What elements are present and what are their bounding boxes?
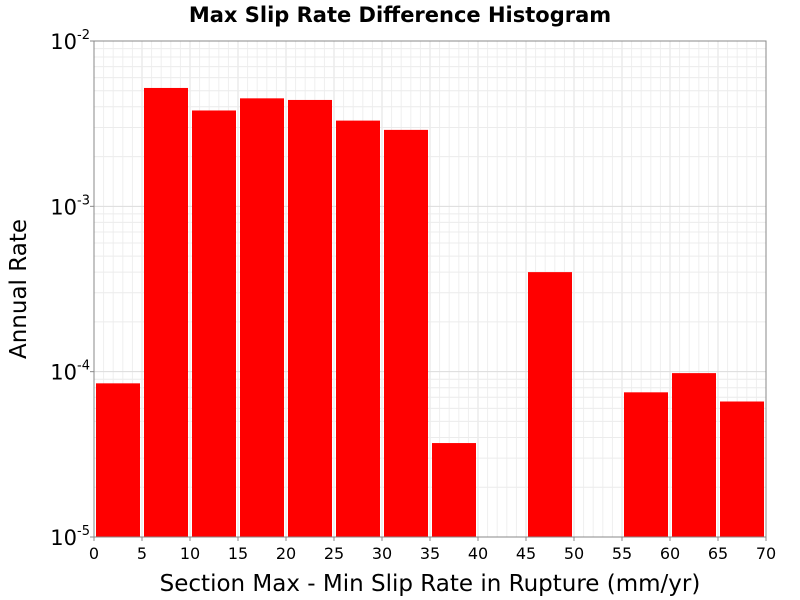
chart-title: Max Slip Rate Difference Histogram — [189, 3, 611, 27]
x-tick-label: 20 — [276, 544, 296, 563]
x-tick-label: 45 — [516, 544, 536, 563]
x-tick-labels: 0 5 10 15 20 25 30 35 40 45 50 55 60 65 70 — [89, 537, 776, 563]
x-tick-label: 0 — [89, 544, 99, 563]
histogram-bar — [528, 272, 572, 537]
x-tick-label: 70 — [756, 544, 776, 563]
x-tick-label: 15 — [228, 544, 248, 563]
x-tick-label: 55 — [612, 544, 632, 563]
x-tick-label: 30 — [372, 544, 392, 563]
y-tick-label: 10-3 — [50, 193, 90, 219]
histogram-bar — [624, 392, 668, 537]
x-tick-label: 10 — [180, 544, 200, 563]
histogram-bar — [144, 87, 188, 538]
x-tick-label: 5 — [137, 544, 147, 563]
y-tick-label: 10-5 — [50, 524, 90, 550]
histogram-bar — [432, 443, 476, 537]
x-tick-label: 60 — [660, 544, 680, 563]
y-tick-label: 10-4 — [50, 359, 90, 385]
x-tick-label: 65 — [708, 544, 728, 563]
x-tick-label: 40 — [468, 544, 488, 563]
histogram-bar — [96, 383, 140, 537]
y-tick-labels: 10-5 10-4 10-3 10-2 — [50, 28, 94, 550]
x-tick-label: 25 — [324, 544, 344, 563]
bars — [96, 87, 764, 538]
histogram-bar — [336, 120, 380, 537]
x-axis-label: Section Max - Min Slip Rate in Rupture (… — [160, 571, 701, 597]
histogram-bar — [240, 98, 284, 537]
histogram-bar — [288, 99, 332, 537]
histogram-bar — [720, 401, 764, 537]
histogram-bar — [192, 110, 236, 538]
y-tick-label: 10-2 — [50, 28, 90, 54]
x-tick-label: 35 — [420, 544, 440, 563]
y-axis-label: Annual Rate — [6, 219, 32, 359]
x-tick-label: 50 — [564, 544, 584, 563]
histogram-bar — [384, 129, 428, 537]
histogram-bar — [672, 373, 716, 537]
